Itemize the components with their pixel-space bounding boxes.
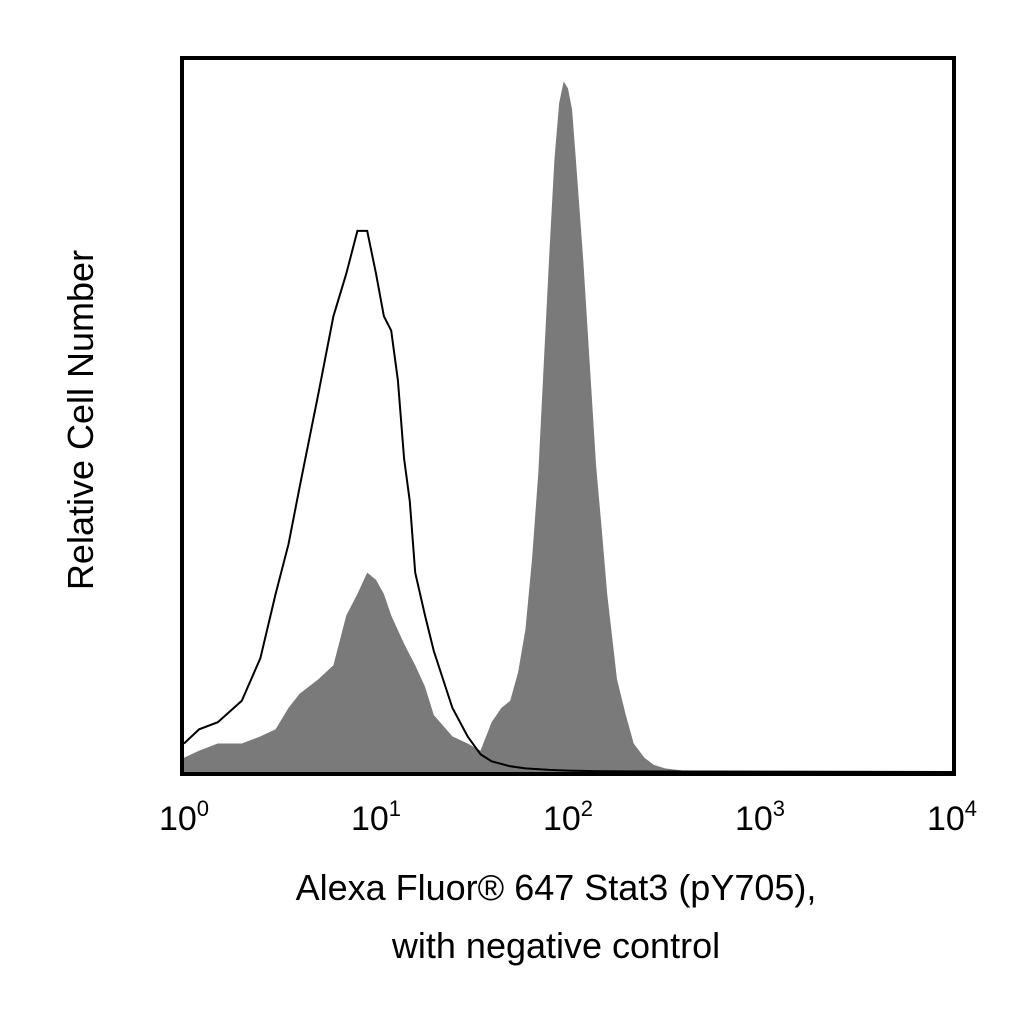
plot-frame bbox=[180, 56, 956, 776]
x-axis-ticks: 100 101 102 103 104 bbox=[159, 796, 977, 838]
x-tick-label: 104 bbox=[927, 796, 977, 838]
filled-histogram bbox=[184, 81, 952, 772]
x-axis-label-line-1: Alexa Fluor® 647 Stat3 (pY705), bbox=[296, 867, 817, 908]
x-axis-label-line-2: with negative control bbox=[391, 925, 720, 966]
outline-histogram bbox=[183, 229, 953, 773]
x-tick-label: 103 bbox=[735, 796, 785, 838]
x-tick-label: 100 bbox=[159, 796, 209, 838]
x-tick-label: 101 bbox=[351, 796, 401, 838]
plot-area bbox=[183, 81, 953, 773]
y-axis-label: Relative Cell Number bbox=[60, 250, 101, 590]
x-tick-label: 102 bbox=[543, 796, 593, 838]
